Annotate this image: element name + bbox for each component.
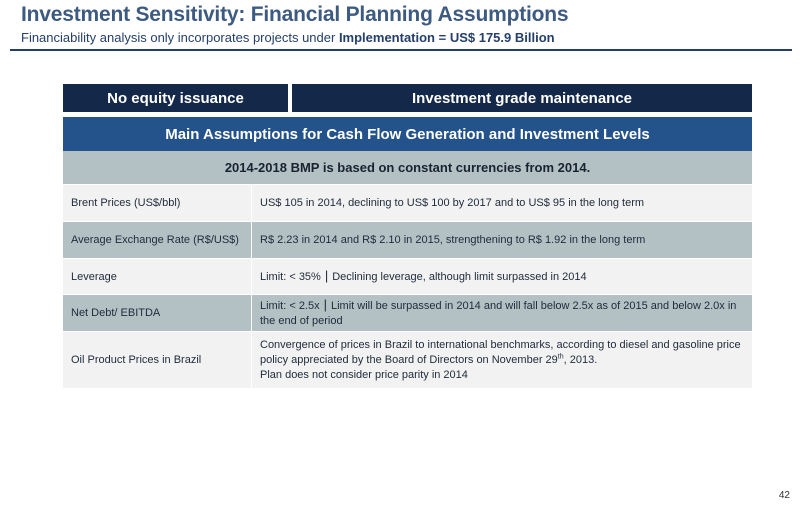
detail-text: Limit will be surpassed in 2014 and will… xyxy=(260,300,737,327)
row-value-text: Limit: < 35% | Declining leverage, althoug… xyxy=(260,268,742,285)
table-row-brent-prices: Brent Prices (US$/bbl) US$ 105 in 2014, … xyxy=(63,185,752,221)
tab-investment-grade-maintenance: Investment grade maintenance xyxy=(292,84,752,112)
row-label: Leverage xyxy=(63,259,252,294)
limit-text: Limit: < 35% xyxy=(260,271,321,283)
line1-end-text: , 2013. xyxy=(563,353,598,366)
table-subheader: 2014-2018 BMP is based on constant curre… xyxy=(63,151,752,184)
tab-no-equity-issuance: No equity issuance xyxy=(63,84,288,112)
subtitle-bold-text: Implementation = US$ 175.9 Billion xyxy=(338,30,555,45)
row-value-text: US$ 105 in 2014, declining to US$ 100 by… xyxy=(260,196,645,209)
row-value-line1: Convergence of prices in Brazil to inter… xyxy=(260,338,742,368)
detail-text: Declining leverage, although limit surpa… xyxy=(332,271,587,283)
page-title: Investment Sensitivity: Financial Planni… xyxy=(21,3,569,26)
row-value: R$ 2.23 in 2014 and R$ 2.10 in 2015, str… xyxy=(252,222,752,258)
page-number: 42 xyxy=(778,490,790,501)
row-value: Limit: < 2.5x | Limit will be surpassed in… xyxy=(252,295,752,331)
row-label: Oil Product Prices in Brazil xyxy=(63,332,252,388)
row-label: Average Exchange Rate (R$/US$) xyxy=(63,222,252,258)
subtitle-text: Financiability analysis only incorporate… xyxy=(21,30,339,45)
separator: | xyxy=(324,268,329,283)
row-value-text: Limit: < 2.5x | Limit will be surpassed in… xyxy=(260,297,742,329)
table-row-net-debt-ebitda: Net Debt/ EBITDA Limit: < 2.5x | Limit wil… xyxy=(63,295,752,331)
table-row-oil-product-prices: Oil Product Prices in Brazil Convergence… xyxy=(63,332,752,388)
row-value: US$ 105 in 2014, declining to US$ 100 by… xyxy=(252,185,752,221)
row-value: Limit: < 35% | Declining leverage, althoug… xyxy=(252,259,752,294)
row-value: Convergence of prices in Brazil to inter… xyxy=(252,332,752,388)
separator: | xyxy=(323,297,327,312)
table-title: Main Assumptions for Cash Flow Generatio… xyxy=(63,117,752,151)
row-label: Net Debt/ EBITDA xyxy=(63,295,252,331)
title-divider xyxy=(10,49,792,51)
limit-text: Limit: < 2.5x xyxy=(260,300,320,312)
page-subtitle: Financiability analysis only incorporate… xyxy=(21,30,555,45)
line1-text: Convergence of prices in Brazil to inter… xyxy=(260,338,741,366)
row-label: Brent Prices (US$/bbl) xyxy=(63,185,252,221)
row-value-line2: Plan does not consider price parity in 2… xyxy=(260,368,468,381)
table-row-exchange-rate: Average Exchange Rate (R$/US$) R$ 2.23 i… xyxy=(63,222,752,258)
table-row-leverage: Leverage Limit: < 35% | Declining leverage… xyxy=(63,259,752,294)
superscript-text: th xyxy=(557,352,564,360)
row-value-text: R$ 2.23 in 2014 and R$ 2.10 in 2015, str… xyxy=(260,233,646,246)
